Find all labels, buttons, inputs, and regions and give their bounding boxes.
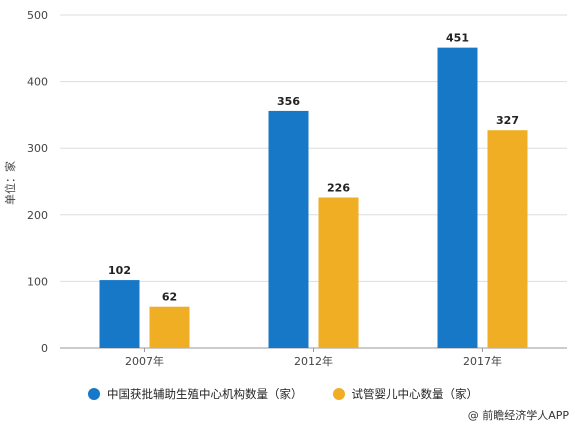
x-tick-2017年: 2017年 — [463, 354, 502, 368]
bar-series-2-2007年 — [149, 306, 190, 348]
legend-swatch-series-2 — [332, 388, 345, 400]
y-tick-100: 100 — [27, 275, 48, 288]
y-tick-200: 200 — [27, 209, 48, 222]
x-tick-2007年: 2007年 — [125, 354, 164, 368]
bar-series-2-2017年 — [487, 130, 528, 348]
data-labels: 102 62 356 226 451 327 — [108, 32, 519, 304]
y-axis-label: 单位：家 — [3, 161, 17, 205]
y-tick-0: 0 — [41, 342, 48, 355]
bar-series-2-2012年 — [318, 197, 359, 348]
data-label-series-2-2017年: 327 — [496, 114, 519, 127]
bar-series-1-2017年 — [437, 47, 478, 348]
data-label-series-2-2007年: 62 — [162, 291, 177, 304]
data-label-series-1-2007年: 102 — [108, 264, 131, 277]
bar-series-1-2012年 — [268, 110, 309, 349]
legend-label-series-2: 试管婴儿中心数量（家） — [351, 387, 479, 401]
bars — [99, 47, 528, 349]
legend-item-series-2: 试管婴儿中心数量（家） — [332, 386, 479, 402]
legend-label-series-1: 中国获批辅助生殖中心机构数量（家） — [107, 387, 303, 401]
y-tick-labels: 0 100 200 300 400 500 — [27, 9, 48, 355]
y-tick-400: 400 — [27, 76, 48, 89]
data-label-series-1-2017年: 451 — [446, 32, 469, 45]
legend-swatch-series-1 — [88, 388, 100, 400]
x-tick-labels: 2007年 2012年 2017年 — [125, 348, 502, 368]
y-tick-300: 300 — [27, 142, 48, 155]
y-tick-500: 500 — [27, 9, 48, 22]
bar-series-1-2007年 — [99, 280, 140, 348]
legend: 中国获批辅助生殖中心机构数量（家） 试管婴儿中心数量（家） — [88, 386, 478, 402]
data-label-series-2-2012年: 226 — [327, 181, 350, 194]
x-tick-2012年: 2012年 — [294, 354, 333, 368]
legend-item-series-1: 中国获批辅助生殖中心机构数量（家） — [88, 386, 303, 402]
source-credit: @ 前瞻经济学人APP — [467, 409, 569, 422]
gridlines — [60, 14, 567, 282]
data-label-series-1-2012年: 356 — [277, 95, 300, 108]
